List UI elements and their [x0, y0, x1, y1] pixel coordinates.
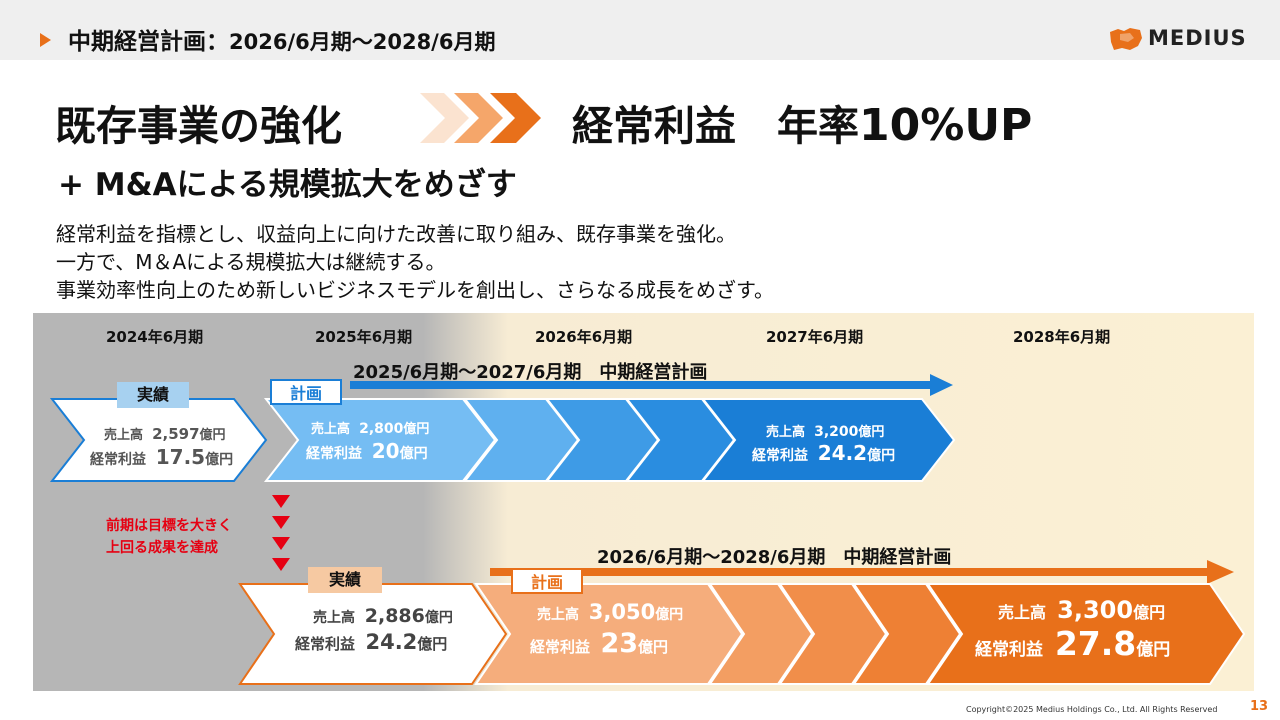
- actual-tag: 実績: [308, 567, 382, 593]
- copyright-text: Copyright©2025 Medius Holdings Co., Ltd.…: [966, 705, 1218, 714]
- plan-2026-profit: 経常利益 23億円: [530, 628, 669, 659]
- headline-right-percent: 10%UP: [859, 100, 1033, 151]
- body-line-3: 事業効率性向上のため新しいビジネスモデルを創出し、さらなる成長をめざす。: [56, 278, 774, 302]
- year-label: 2026年6月期: [535, 328, 633, 346]
- chevron-arrows-icon: [420, 93, 541, 143]
- header-bar: [0, 0, 1280, 60]
- body-line-1: 経常利益を指標とし、収益向上に向けた改善に取り組み、既存事業を強化。: [56, 222, 736, 246]
- plan-arrow-head-blue: [930, 374, 953, 396]
- plan-2025-profit: 経常利益 20億円: [306, 439, 428, 463]
- year-label: 2025年6月期: [315, 328, 413, 346]
- actual-tag: 実績: [117, 382, 189, 408]
- plan-tag: 計画: [511, 568, 583, 594]
- headline-sub: + M&Aによる規模拡大をめざす: [58, 167, 517, 203]
- plan-2025-sales: 売上高 2,800億円: [311, 421, 430, 437]
- plan-2027-sales: 売上高 3,200億円: [766, 424, 885, 440]
- page-number: 13: [1250, 699, 1269, 714]
- year-label: 2024年6月期: [106, 328, 204, 346]
- plan-arrow-head-orange: [1207, 560, 1234, 584]
- year-label: 2027年6月期: [766, 328, 864, 346]
- plan-tag: 計画: [270, 379, 342, 405]
- headline-right: 経常利益 年率10%UP: [572, 92, 1032, 152]
- actual-2024-chevron: [49, 398, 268, 482]
- headline-left: 既存事業の強化: [55, 102, 342, 150]
- actual-2024-sales: 売上高 2,597億円: [104, 425, 226, 443]
- actual-2025-profit: 経常利益 24.2億円: [295, 630, 448, 654]
- page-title-main: 中期経営計画：: [68, 29, 229, 55]
- bullet-triangle-icon: [40, 33, 51, 47]
- plan-title-prev: 2025/6月期～2027/6月期 中期経営計画: [353, 362, 708, 383]
- plan-2028-profit: 経常利益 27.8億円: [975, 624, 1171, 663]
- plan-2026-sales: 売上高 3,050億円: [537, 600, 684, 624]
- year-label: 2028年6月期: [1013, 328, 1111, 346]
- actual-2024-profit: 経常利益 17.5億円: [90, 445, 234, 469]
- note-line-1: 前期は目標を大きく: [106, 518, 232, 534]
- plan-title-new: 2026/6月期～2028/6月期 中期経営計画: [597, 547, 952, 568]
- body-line-2: 一方で、M＆Aによる規模拡大は継続する。: [56, 250, 446, 274]
- plan-2028-sales: 売上高 3,300億円: [998, 596, 1166, 624]
- page-title: 中期経営計画：2026/6月期～2028/6月期: [68, 22, 495, 56]
- medius-logo-icon: [1110, 28, 1142, 50]
- note-line-2: 上回る成果を達成: [106, 540, 218, 556]
- plan-2027-profit: 経常利益 24.2億円: [752, 441, 896, 465]
- page-title-range: 2026/6月期～2028/6月期: [229, 30, 496, 54]
- headline-right-text: 経常利益 年率: [572, 102, 859, 150]
- actual-2025-sales: 売上高 2,886億円: [313, 605, 453, 627]
- logo-text: MEDIUS: [1148, 26, 1247, 50]
